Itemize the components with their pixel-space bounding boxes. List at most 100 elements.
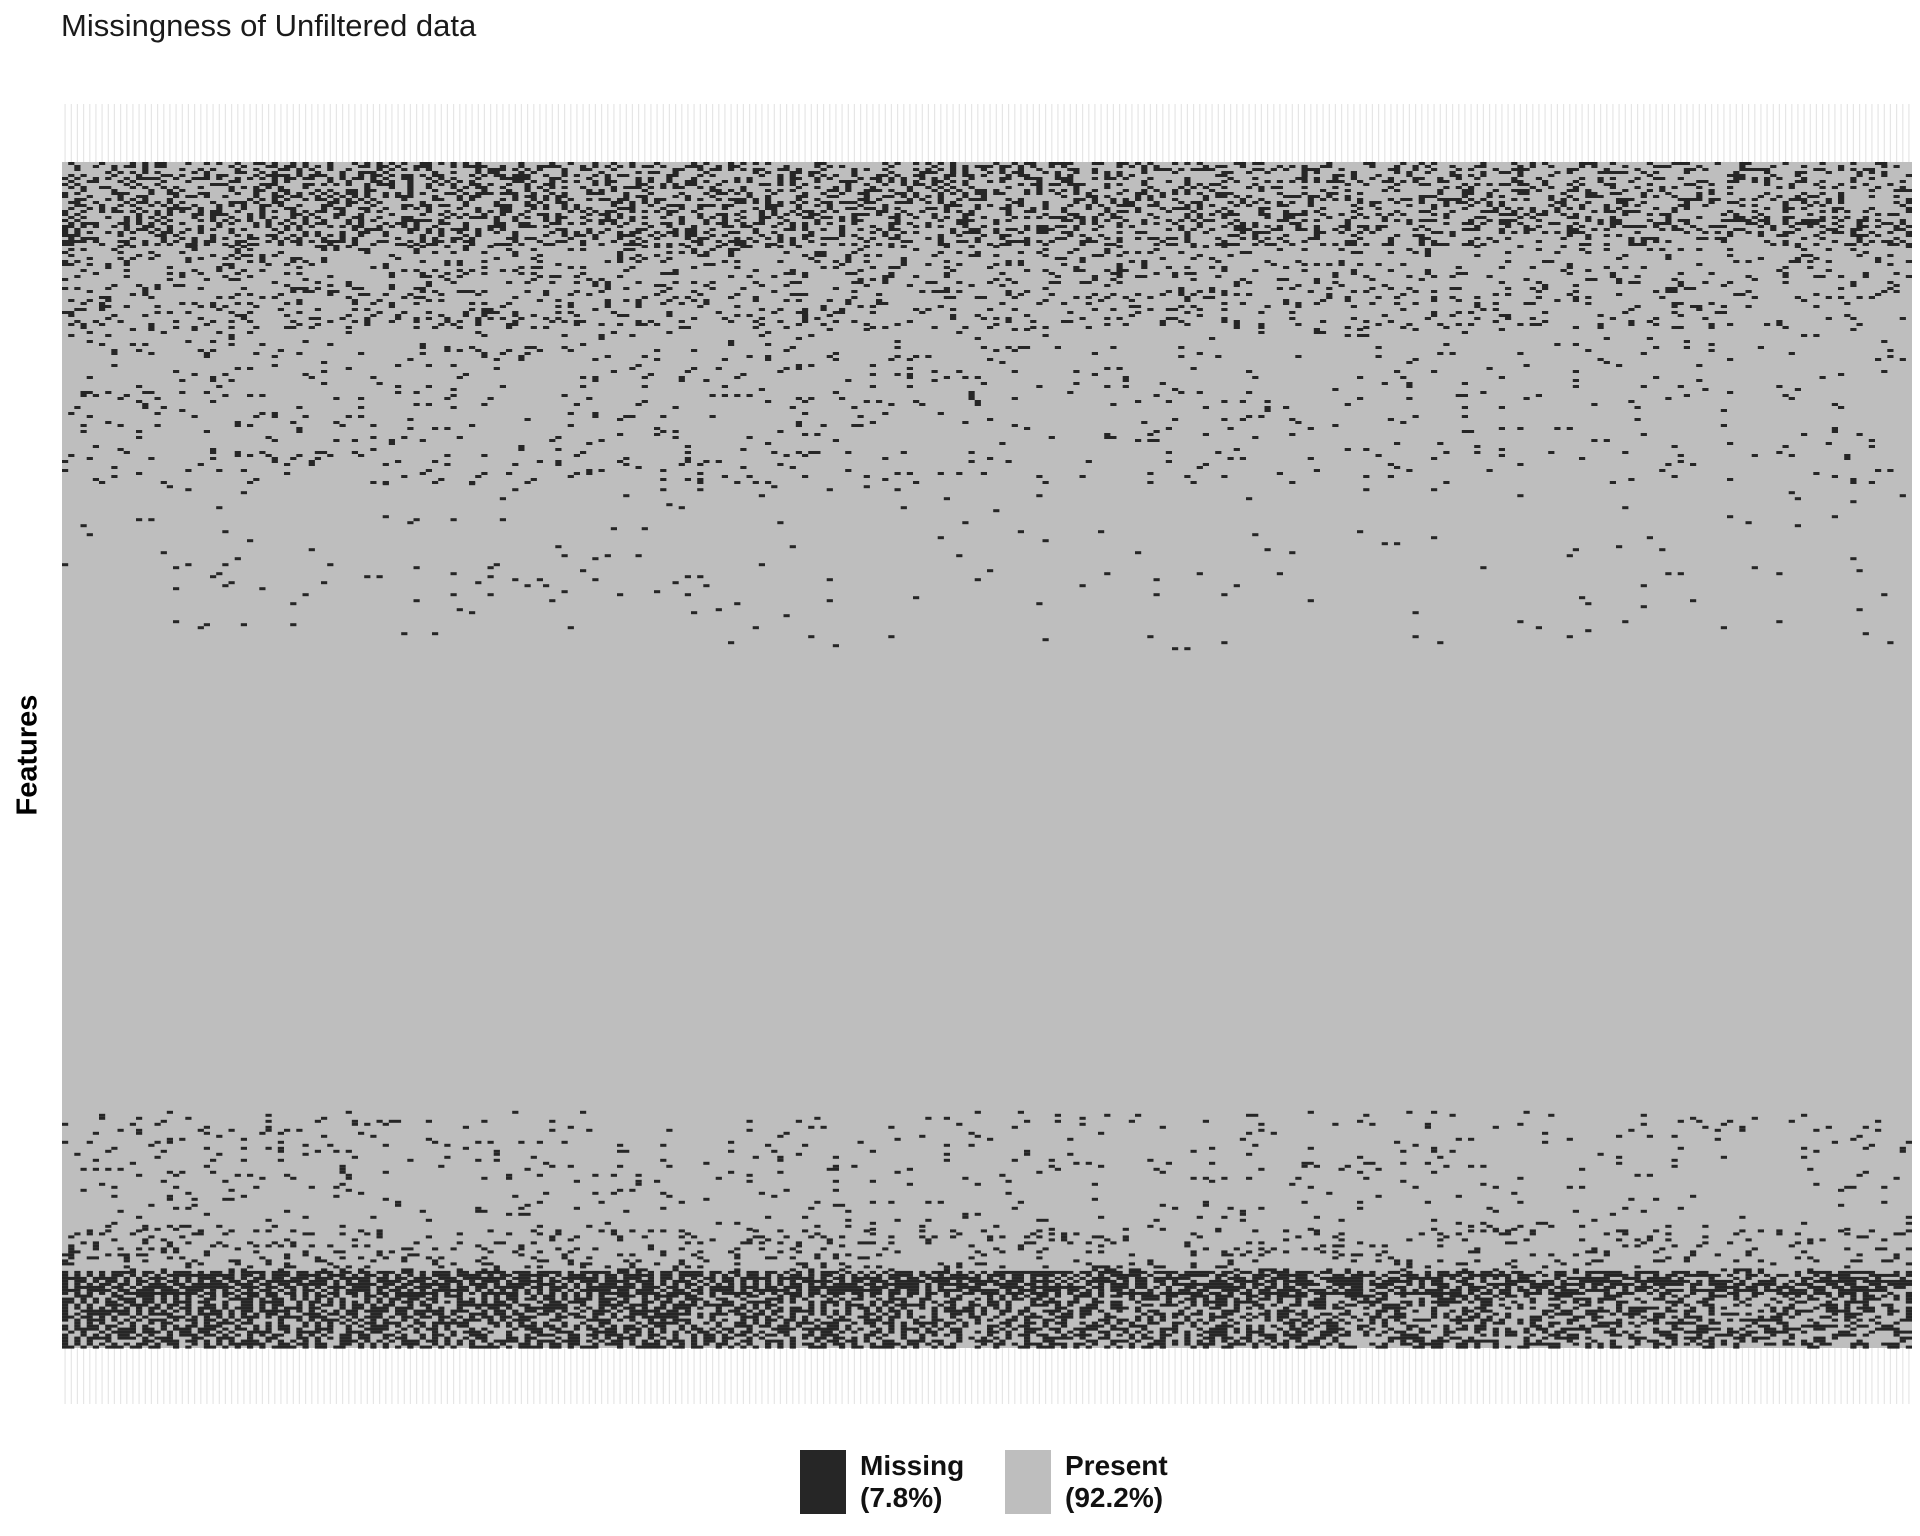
missing-cell — [1276, 237, 1283, 240]
missing-cell — [888, 243, 895, 246]
missing-cell — [1165, 427, 1172, 430]
missing-cell — [888, 245, 895, 248]
missing-cell — [925, 207, 938, 210]
missing-cell — [1782, 222, 1789, 225]
missing-cell — [296, 237, 303, 240]
missing-cell — [586, 1128, 593, 1132]
missing-cell — [1603, 204, 1610, 207]
missing-cell — [290, 210, 297, 213]
missing-cell — [1431, 275, 1438, 278]
missing-cell — [1868, 439, 1875, 442]
missing-cell — [228, 201, 247, 204]
missing-cell — [1819, 186, 1826, 189]
missing-cell — [197, 287, 204, 290]
missing-cell — [1258, 331, 1265, 334]
missing-cell — [1505, 287, 1512, 290]
missing-cell — [166, 228, 173, 231]
missing-cell — [1480, 174, 1487, 177]
missing-cell — [1005, 260, 1012, 263]
missing-cell — [1252, 533, 1259, 537]
missing-cell — [1671, 210, 1678, 213]
missing-cell — [752, 281, 759, 284]
missing-cell — [758, 174, 765, 177]
missing-cell — [469, 346, 476, 349]
missing-cell — [444, 427, 451, 430]
missing-cell — [314, 210, 328, 213]
missing-cell — [1153, 430, 1160, 433]
missing-cell — [826, 599, 833, 603]
missing-cell — [462, 248, 469, 251]
missing-cell — [86, 207, 93, 210]
missing-cell — [1801, 254, 1814, 257]
missing-cell — [1098, 1131, 1105, 1135]
missing-cell — [1190, 293, 1197, 296]
missing-cell — [765, 204, 784, 207]
missing-cell — [179, 391, 186, 394]
missing-cell — [148, 352, 155, 355]
missing-cell — [185, 245, 198, 248]
missing-cell — [1301, 210, 1308, 213]
missing-cell — [617, 213, 624, 216]
missing-cell — [271, 281, 278, 284]
missing-cell — [62, 260, 69, 263]
missing-cell — [1887, 243, 1900, 246]
missing-cell — [1098, 1164, 1105, 1168]
missing-cell — [160, 406, 167, 409]
missing-cell — [1683, 346, 1690, 349]
missing-cell — [1646, 337, 1653, 340]
missing-cell — [259, 269, 266, 272]
missing-cell — [1794, 524, 1801, 528]
missing-cell — [499, 186, 506, 189]
missing-cell — [327, 201, 340, 204]
missing-cell — [555, 436, 562, 439]
missing-cell — [1443, 204, 1450, 207]
missing-cell — [635, 1173, 642, 1177]
missing-cell — [906, 385, 913, 388]
missing-cell — [1289, 222, 1302, 225]
missing-cell — [721, 225, 735, 228]
missing-cell — [1363, 216, 1370, 219]
missing-cell — [758, 284, 765, 287]
missing-cell — [1523, 225, 1530, 228]
missing-cell — [92, 1158, 99, 1162]
missing-cell — [808, 174, 815, 177]
missing-cell — [1024, 216, 1031, 219]
missing-cell — [752, 201, 759, 204]
missing-cell — [1147, 481, 1154, 484]
missing-cell — [327, 162, 334, 165]
missing-cell — [1227, 201, 1234, 204]
missing-cell — [530, 171, 537, 174]
missing-cell — [1683, 171, 1690, 174]
missing-cell — [524, 346, 537, 349]
missing-cell — [1215, 451, 1222, 454]
missing-cell — [561, 192, 568, 195]
missing-cell — [987, 266, 994, 269]
missing-cell — [1566, 234, 1573, 237]
missing-cell — [740, 210, 747, 213]
missing-cell — [598, 171, 605, 174]
missing-cell — [697, 478, 704, 481]
missing-cell — [869, 177, 883, 180]
missing-cell — [1659, 213, 1672, 216]
missing-cell — [1850, 1137, 1857, 1141]
missing-cell — [1085, 192, 1092, 195]
missing-cell — [1875, 1119, 1882, 1123]
missing-cell — [1344, 195, 1351, 198]
missing-cell — [1535, 225, 1542, 228]
missing-cell — [234, 177, 241, 180]
missing-cell — [222, 563, 229, 567]
missing-cell — [413, 599, 420, 603]
missing-cell — [290, 290, 297, 293]
missing-cell — [1350, 251, 1364, 254]
missing-cell — [857, 177, 864, 180]
missing-cell — [1178, 186, 1185, 189]
missing-cell — [271, 412, 278, 415]
missing-cell — [1727, 210, 1734, 213]
missing-cell — [364, 183, 371, 186]
missing-cell — [1683, 222, 1690, 225]
missing-cell — [1017, 260, 1024, 263]
missing-cell — [1283, 240, 1290, 243]
missing-cell — [1566, 168, 1579, 171]
missing-cell — [580, 222, 587, 225]
missing-cell — [493, 174, 506, 177]
